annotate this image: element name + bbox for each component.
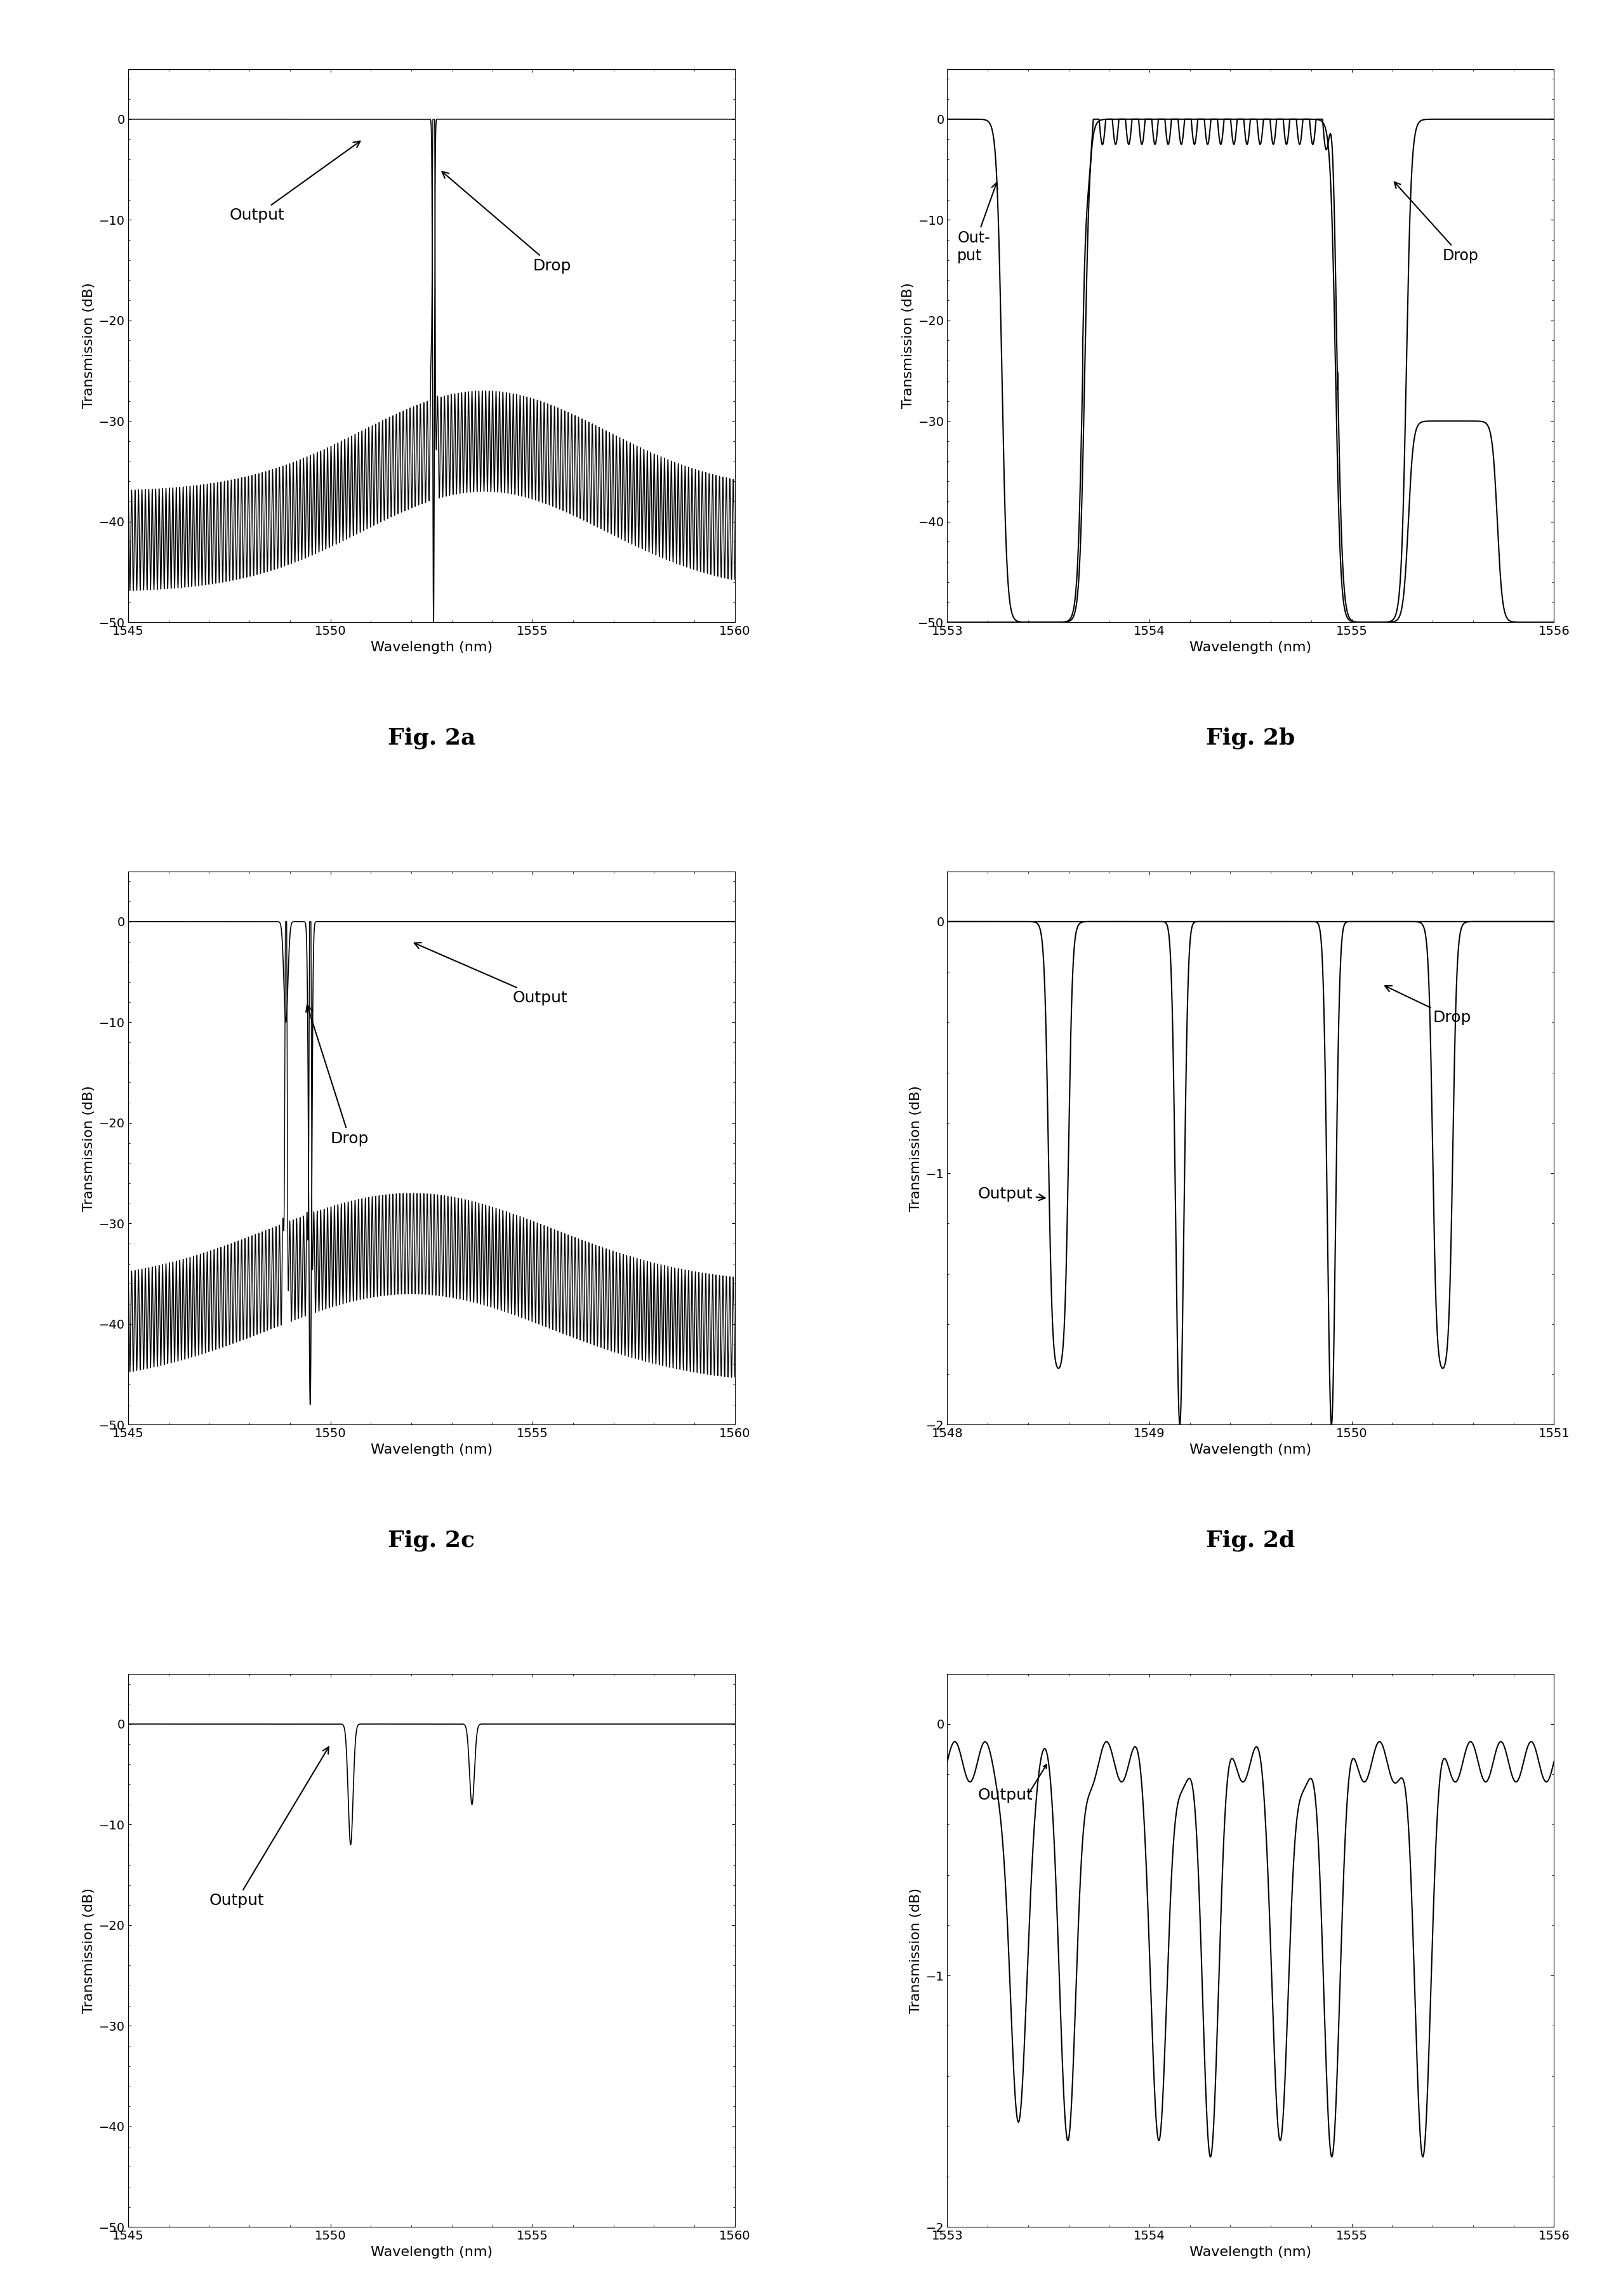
Text: Drop: Drop — [1394, 181, 1479, 264]
Text: Drop: Drop — [306, 1006, 368, 1146]
Text: Output: Output — [208, 1747, 328, 1908]
Y-axis label: Transmission (dB): Transmission (dB) — [910, 1086, 923, 1210]
X-axis label: Wavelength (nm): Wavelength (nm) — [1190, 1444, 1312, 1456]
Text: Output: Output — [229, 140, 360, 223]
Y-axis label: Transmission (dB): Transmission (dB) — [83, 282, 96, 409]
Text: Fig. 2b: Fig. 2b — [1206, 728, 1294, 748]
Y-axis label: Transmission (dB): Transmission (dB) — [83, 1887, 96, 2014]
X-axis label: Wavelength (nm): Wavelength (nm) — [1190, 2245, 1312, 2259]
Text: Output: Output — [415, 944, 567, 1006]
Text: Fig. 2c: Fig. 2c — [388, 1529, 476, 1552]
Text: Fig. 2d: Fig. 2d — [1206, 1529, 1294, 1552]
Text: Out-
put: Out- put — [958, 184, 998, 264]
X-axis label: Wavelength (nm): Wavelength (nm) — [1190, 641, 1312, 654]
Text: Drop: Drop — [1386, 985, 1471, 1026]
X-axis label: Wavelength (nm): Wavelength (nm) — [370, 2245, 492, 2259]
X-axis label: Wavelength (nm): Wavelength (nm) — [370, 1444, 492, 1456]
Y-axis label: Transmission (dB): Transmission (dB) — [83, 1086, 96, 1210]
Text: Fig. 2a: Fig. 2a — [388, 728, 476, 748]
Text: Output: Output — [977, 1786, 1033, 1802]
X-axis label: Wavelength (nm): Wavelength (nm) — [370, 641, 492, 654]
Text: Output: Output — [977, 1187, 1045, 1201]
Text: Drop: Drop — [442, 172, 570, 273]
Y-axis label: Transmission (dB): Transmission (dB) — [910, 1887, 923, 2014]
Y-axis label: Transmission (dB): Transmission (dB) — [902, 282, 915, 409]
